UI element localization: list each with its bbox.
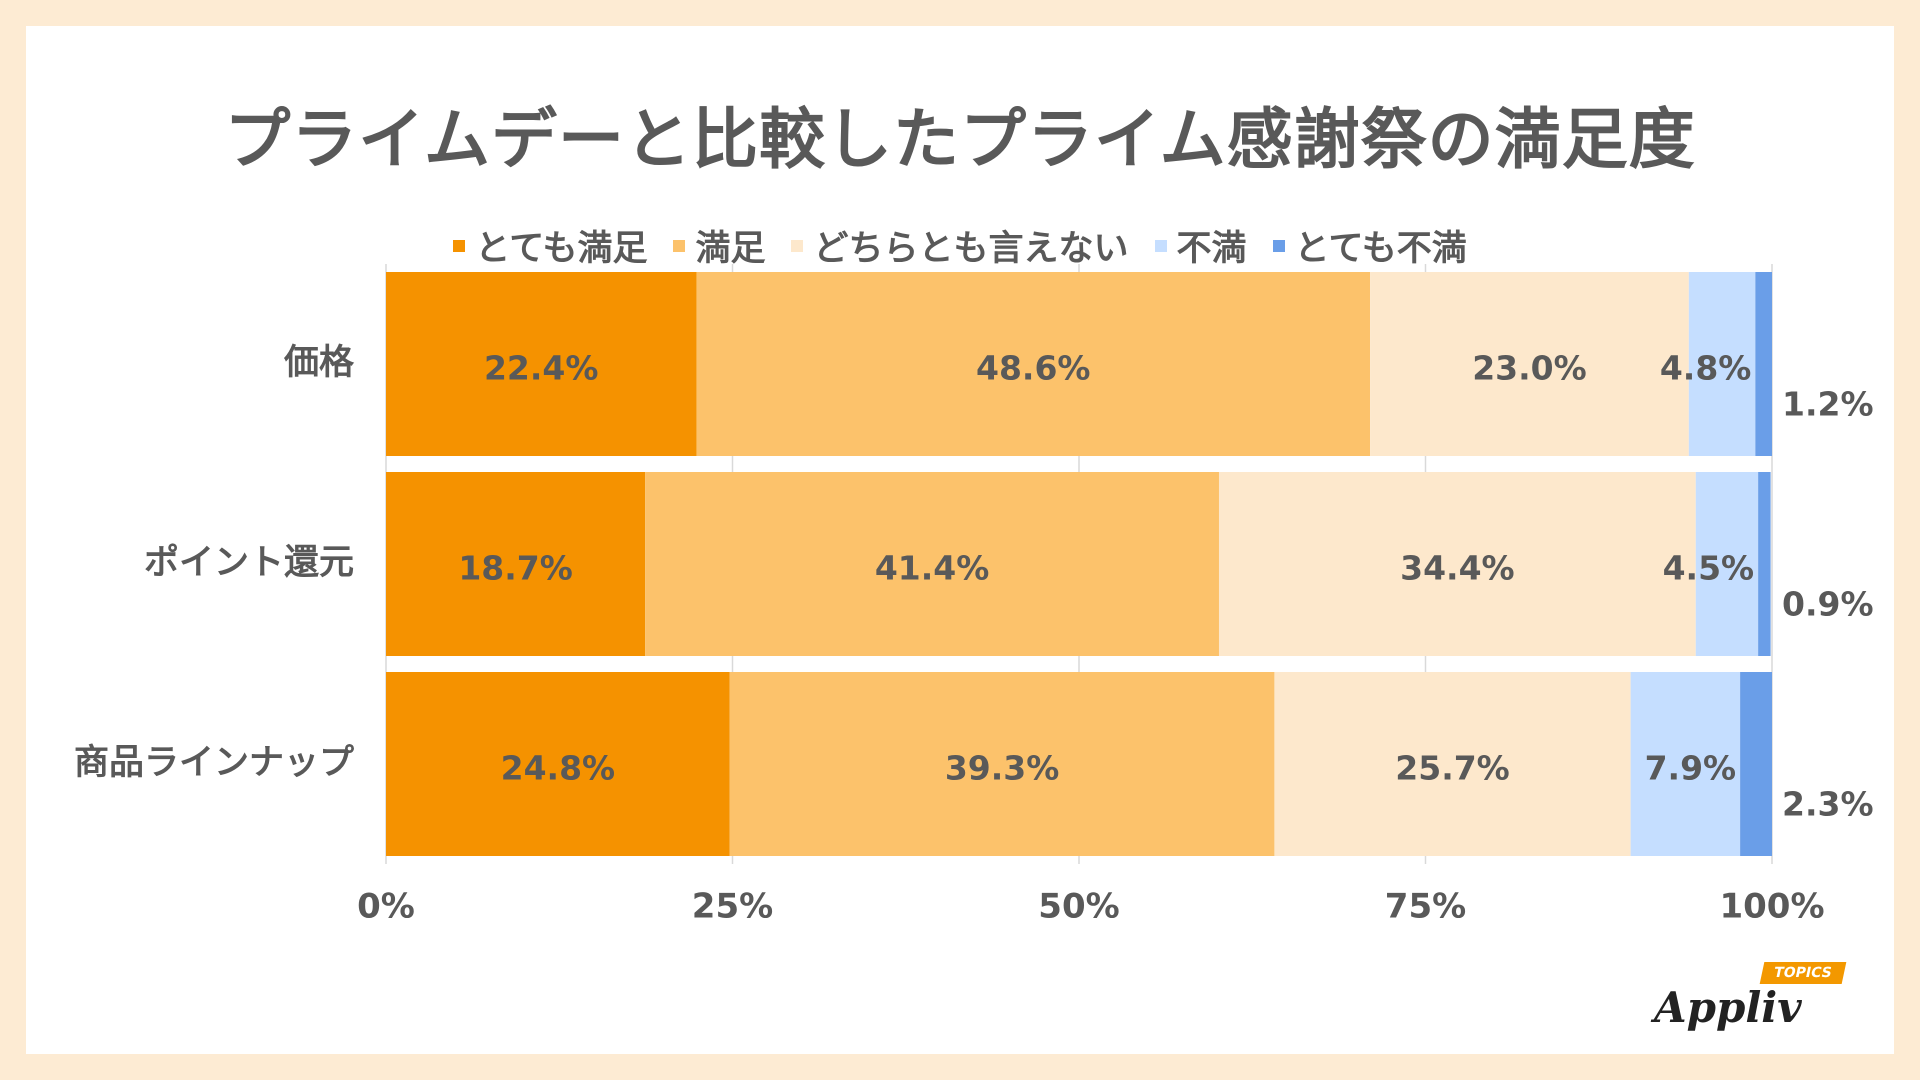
logo-badge: TOPICS <box>1760 962 1847 984</box>
bar-segment <box>386 472 646 656</box>
data-label: 22.4% <box>484 349 599 388</box>
category-label: ポイント還元 <box>144 542 354 583</box>
data-label: 41.4% <box>875 549 990 588</box>
chart-title: プライムデーと比較したプライム感謝祭の満足度 <box>224 101 1696 178</box>
category-label: 商品ラインナップ <box>74 743 354 783</box>
data-label: 34.4% <box>1400 549 1515 588</box>
legend-item-very-dissatisfied: とても不満 <box>1272 220 1467 271</box>
applivtopics-logo: TOPICS Appliv <box>1654 962 1847 1032</box>
data-label: 48.6% <box>976 349 1091 388</box>
x-tick-label: 50% <box>1038 887 1119 927</box>
bar-segment <box>729 672 1275 856</box>
category-label: 価格 <box>283 343 355 383</box>
legend-item-very-satisfied: とても満足 <box>453 220 647 271</box>
legend-label: 不満 <box>1176 229 1247 269</box>
x-tick-label: 25% <box>692 887 773 927</box>
data-label: 4.8% <box>1660 349 1752 388</box>
bar-segment <box>386 272 697 456</box>
data-label: 7.9% <box>1645 749 1737 788</box>
x-tick-label: 75% <box>1385 887 1466 927</box>
x-tick-label: 100% <box>1719 887 1824 927</box>
data-label: 0.9% <box>1782 585 1874 624</box>
bar-segment <box>1370 272 1689 456</box>
legend-item-satisfied: 満足 <box>673 220 765 271</box>
legend-item-neutral: どちらとも言えない <box>791 220 1129 271</box>
legend-item-dissatisfied: 不満 <box>1154 220 1247 271</box>
data-label: 4.5% <box>1663 549 1755 588</box>
bar-segment <box>1630 672 1741 856</box>
legend-swatch <box>673 239 686 252</box>
legend-swatch <box>1154 239 1167 252</box>
data-label: 1.2% <box>1782 385 1874 424</box>
bar-segment <box>1695 472 1759 656</box>
data-label: 39.3% <box>945 749 1060 788</box>
legend-swatch <box>1272 239 1285 252</box>
data-label: 18.7% <box>458 549 573 588</box>
bar-segment <box>645 472 1219 656</box>
bar-segment <box>1740 672 1772 856</box>
logo-text: Appliv <box>1654 983 1802 1032</box>
legend-swatch <box>791 239 804 252</box>
legend: とても満足 満足 どちらとも言えない 不満 とても不満 <box>26 220 1894 271</box>
data-label: 25.7% <box>1395 749 1510 788</box>
x-tick-label: 0% <box>357 887 415 927</box>
bar-segment <box>386 672 730 856</box>
chart-card: プライムデーと比較したプライム感謝祭の満足度 とても満足 満足 どちらとも言えな… <box>26 26 1894 1054</box>
data-label: 23.0% <box>1472 349 1587 388</box>
bar-segment <box>696 272 1371 456</box>
legend-label: 満足 <box>695 229 766 269</box>
bar-segment <box>1755 272 1772 456</box>
legend-label: とても不満 <box>1294 229 1467 269</box>
legend-label: どちらとも言えない <box>813 229 1129 269</box>
bar-segment <box>1688 272 1756 456</box>
legend-swatch <box>453 239 466 252</box>
legend-label: とても満足 <box>475 229 648 269</box>
stacked-bar-chart: 価格 22.4% 48.6% 23.0% 4.8% 1.2% ポイント還元 18.7% 41.4… <box>74 264 1874 927</box>
bar-segment <box>1274 672 1631 856</box>
data-label: 24.8% <box>501 749 616 788</box>
bar-segment <box>1218 472 1696 656</box>
data-label: 2.3% <box>1782 785 1874 824</box>
bar-segment <box>1758 472 1771 656</box>
